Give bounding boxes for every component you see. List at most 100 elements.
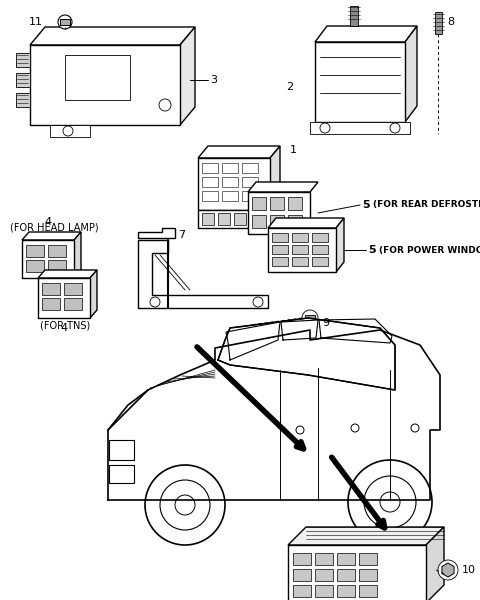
Text: (FOR REAR DEFROSTER): (FOR REAR DEFROSTER)	[373, 200, 480, 209]
Bar	[202, 191, 218, 201]
Bar	[222, 191, 238, 201]
Text: (FOR HEAD LAMP): (FOR HEAD LAMP)	[10, 223, 98, 233]
Polygon shape	[426, 527, 444, 600]
Bar	[109, 465, 134, 483]
Bar	[50, 125, 90, 137]
Bar	[337, 569, 355, 581]
Polygon shape	[74, 232, 81, 278]
Polygon shape	[30, 27, 195, 45]
Circle shape	[351, 424, 359, 432]
Bar	[310, 122, 410, 134]
Polygon shape	[405, 26, 417, 122]
Bar	[64, 283, 82, 295]
Bar	[242, 163, 258, 173]
Circle shape	[145, 465, 225, 545]
Polygon shape	[22, 232, 81, 240]
Bar	[270, 215, 284, 228]
Polygon shape	[336, 218, 344, 272]
Bar	[222, 163, 238, 173]
Bar	[312, 245, 328, 254]
Text: (FOR POWER WINDOW): (FOR POWER WINDOW)	[379, 245, 480, 254]
Polygon shape	[180, 27, 195, 125]
Bar	[65, 55, 130, 100]
Text: 4: 4	[60, 323, 68, 333]
Bar	[288, 197, 302, 210]
Bar	[359, 569, 377, 581]
Text: 11: 11	[29, 17, 43, 27]
Bar	[315, 569, 333, 581]
Bar	[315, 42, 405, 122]
Bar	[337, 585, 355, 597]
Bar	[293, 553, 311, 565]
Bar	[202, 213, 214, 225]
Polygon shape	[270, 146, 280, 210]
Bar	[234, 213, 246, 225]
Bar	[42, 283, 60, 295]
Bar	[248, 192, 310, 234]
Polygon shape	[268, 218, 344, 228]
Bar	[312, 257, 328, 266]
Bar	[293, 585, 311, 597]
Bar	[315, 585, 333, 597]
Text: 3: 3	[210, 75, 217, 85]
Polygon shape	[138, 228, 175, 238]
Text: 10: 10	[462, 565, 476, 575]
Text: 7: 7	[178, 230, 185, 240]
Bar	[293, 569, 311, 581]
Bar	[198, 158, 270, 210]
Circle shape	[63, 126, 73, 136]
Bar	[359, 553, 377, 565]
Bar	[292, 233, 308, 242]
Bar	[222, 177, 238, 187]
Bar	[268, 228, 336, 272]
Bar	[292, 245, 308, 254]
Bar	[288, 545, 426, 600]
Bar	[435, 12, 442, 34]
Polygon shape	[442, 563, 454, 577]
Bar	[202, 163, 218, 173]
Bar	[272, 257, 288, 266]
Circle shape	[364, 476, 416, 528]
Bar	[42, 298, 60, 310]
Circle shape	[320, 123, 330, 133]
Circle shape	[58, 15, 72, 29]
Bar	[252, 197, 266, 210]
Circle shape	[348, 460, 432, 544]
Bar	[22, 240, 74, 278]
Circle shape	[302, 310, 318, 326]
Circle shape	[160, 480, 210, 530]
Text: 9: 9	[322, 318, 329, 328]
Polygon shape	[315, 26, 417, 42]
Bar	[312, 233, 328, 242]
Circle shape	[390, 123, 400, 133]
Bar	[60, 19, 70, 25]
Bar	[292, 257, 308, 266]
Bar	[16, 73, 30, 87]
Text: 2: 2	[286, 82, 293, 92]
Circle shape	[411, 424, 419, 432]
Bar	[315, 553, 333, 565]
Bar	[38, 278, 90, 318]
Bar	[250, 213, 262, 225]
Bar	[26, 245, 44, 257]
Bar	[242, 191, 258, 201]
Polygon shape	[248, 182, 318, 192]
Circle shape	[253, 297, 263, 307]
Bar	[252, 215, 266, 228]
Circle shape	[380, 492, 400, 512]
Text: (FOR TNS): (FOR TNS)	[40, 320, 90, 330]
Circle shape	[150, 297, 160, 307]
Bar	[350, 6, 358, 26]
Bar	[202, 177, 218, 187]
Bar	[26, 260, 44, 272]
Text: 8: 8	[447, 17, 454, 27]
Polygon shape	[218, 318, 395, 390]
Polygon shape	[288, 527, 444, 545]
Bar	[272, 245, 288, 254]
Bar	[48, 260, 66, 272]
Bar	[359, 585, 377, 597]
Polygon shape	[138, 240, 268, 308]
Bar	[109, 440, 134, 460]
Bar	[272, 233, 288, 242]
Bar	[337, 553, 355, 565]
